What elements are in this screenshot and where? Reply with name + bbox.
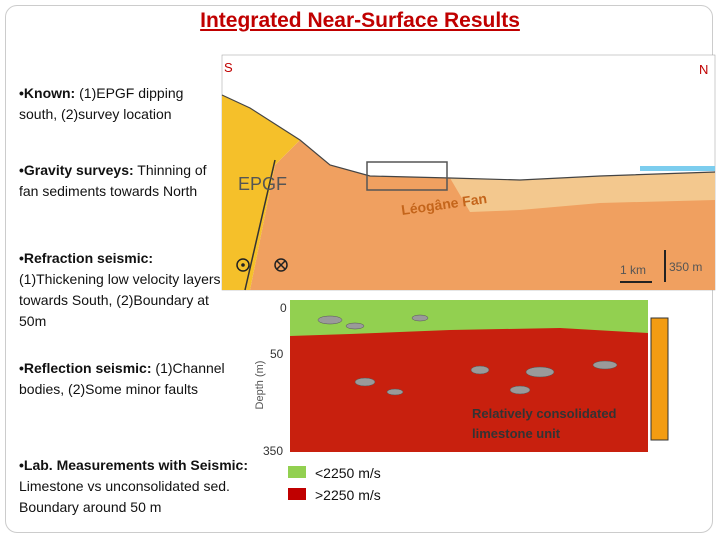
fault-line [244,159,276,291]
channel-bodies [317,314,618,396]
limestone-marker [650,317,669,441]
depth-label: 50 [270,347,284,361]
bullet-label: Lab. Measurements with Seismic: [19,457,248,473]
bullet-text: Limestone vs unconsolidated sed. Boundar… [19,478,230,515]
depth-axis-label: Depth (m) [254,361,266,410]
bullet: Gravity surveys: Thinning of fan sedimen… [19,160,224,202]
unit-label: Relatively consolidated limestone unit [472,406,617,441]
epgf-block [222,95,300,290]
legend-label: >2250 m/s [315,487,381,503]
scale-label: 1 km [620,263,646,277]
bullet: Lab. Measurements with Seismic: Limeston… [19,455,284,518]
bullet-label: Refraction seismic: [19,250,153,266]
legend-swatch [288,466,306,478]
depth-label: 0 [280,301,287,315]
north-label: N [699,62,708,77]
bullet: Known: (1)EPGF dipping south, (2)survey … [19,83,219,125]
bullet-text: Thinning of fan sediments towards North [19,162,207,199]
bullet-label: Known: [19,85,75,101]
fault-label: EPGF [238,174,287,194]
legend-label: <2250 m/s [315,465,381,481]
fan-upper-layer [450,172,715,212]
bullet-text: (1)EPGF dipping south, (2)survey locatio… [19,85,184,122]
bullet-text: (1)Thickening low velocity layers toward… [19,271,221,329]
scale-label: 350 m [669,260,702,274]
unit-label-box: Relatively consolidated limestone unit [472,406,617,441]
fault-symbol [274,258,288,272]
fault-symbol [276,260,286,270]
bullet: Refraction seismic: (1)Thickening low ve… [19,248,224,332]
fault-symbol [241,263,245,267]
ground-surface [221,94,716,181]
bullet-label: Gravity surveys: [19,162,134,178]
low-velocity-layer [290,300,648,336]
title: Integrated Near-Surface Results [200,9,520,32]
fault-symbol [236,258,250,272]
bullet-text: (1)Channel bodies, (2)Some minor faults [19,360,225,397]
bullet-label: Reflection seismic: [19,360,152,376]
south-label: S [224,60,233,75]
bullet: Reflection seismic: (1)Channel bodies, (… [19,358,234,400]
sea [640,166,715,171]
survey-box [366,161,448,191]
depth-label: 350 [263,444,283,458]
legend-swatch [288,488,306,500]
